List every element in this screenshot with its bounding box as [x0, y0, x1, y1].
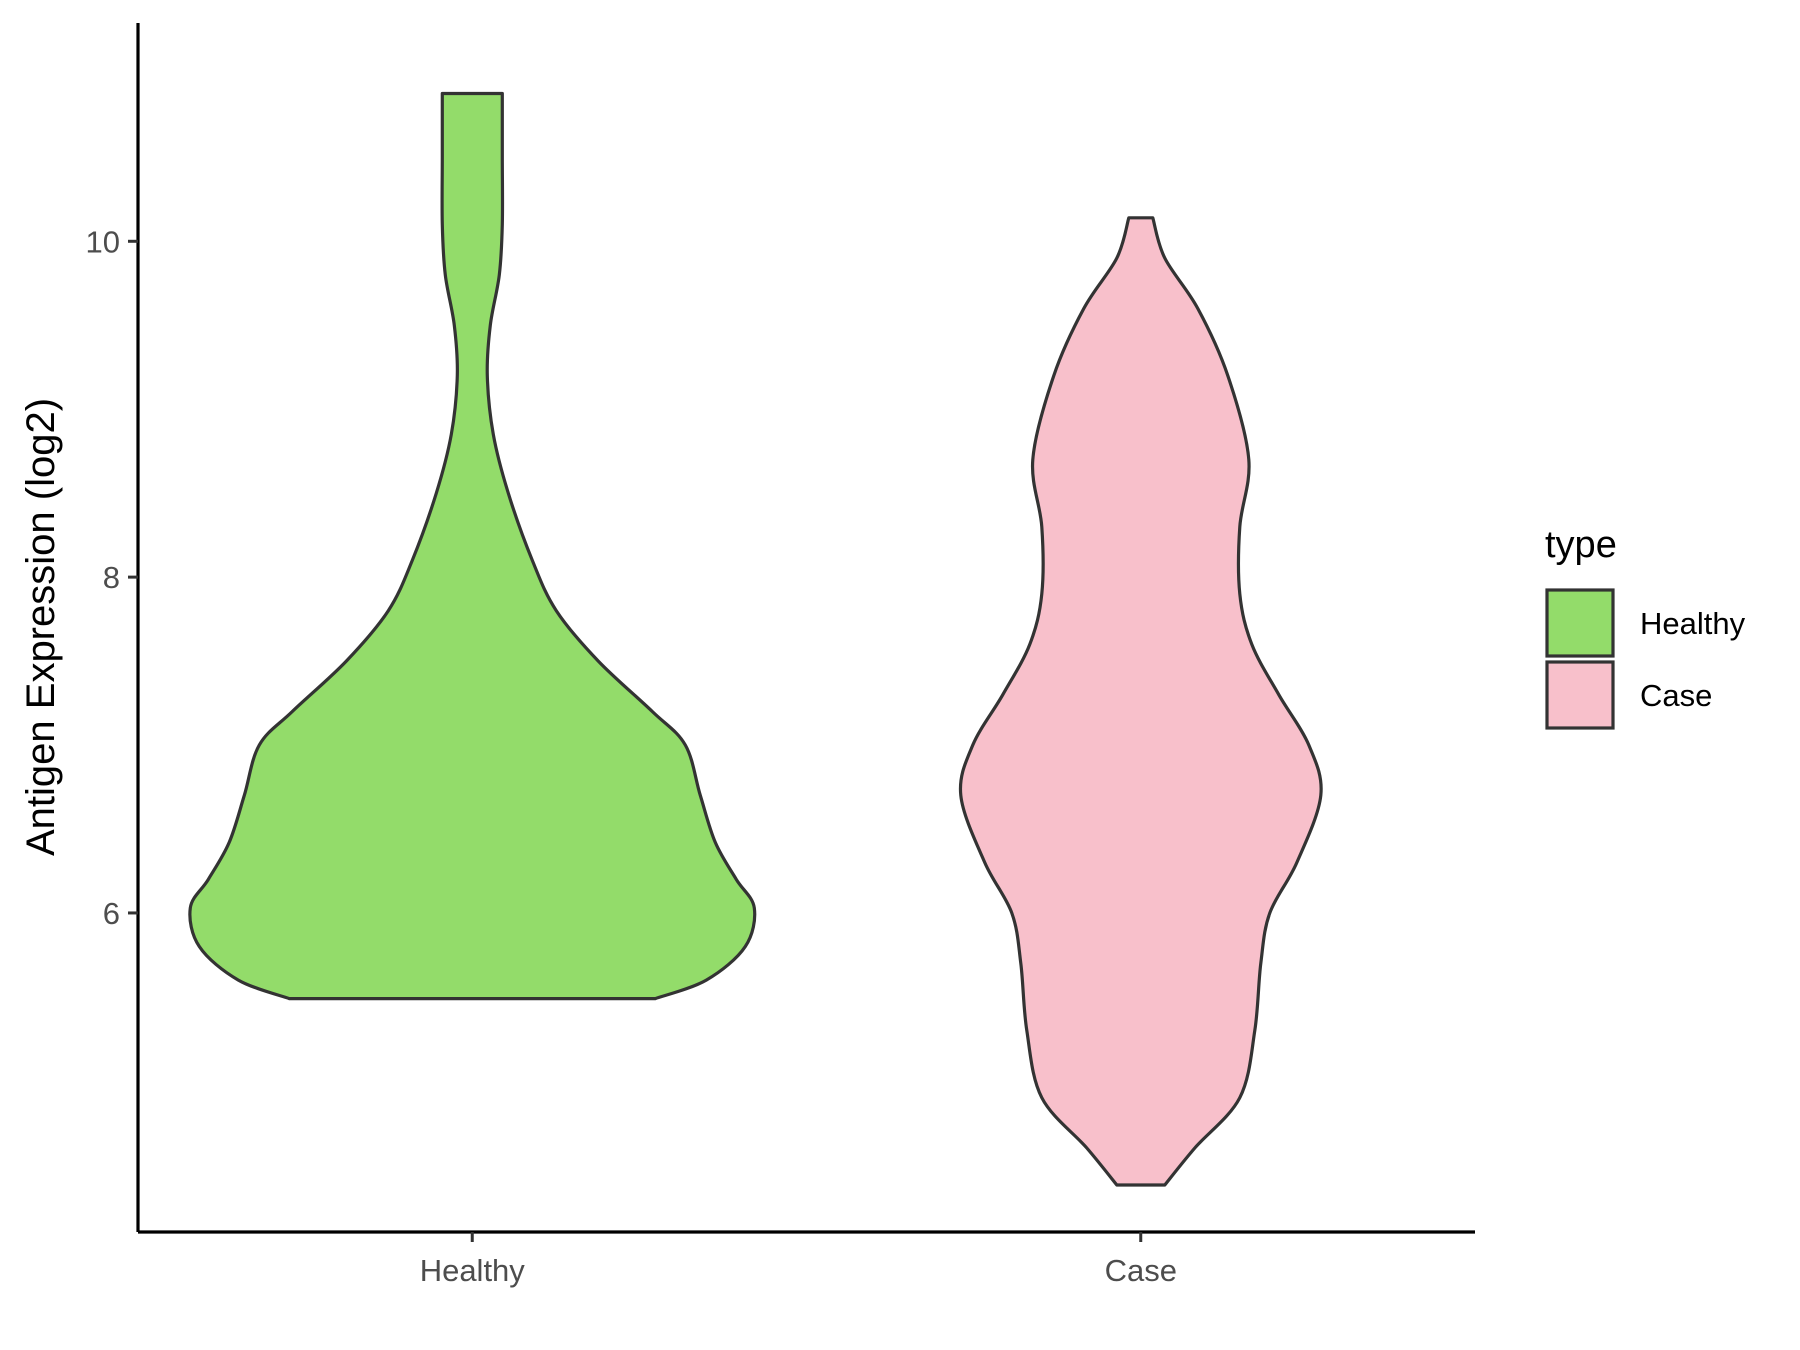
legend-key-case [1545, 660, 1615, 730]
legend-label-case: Case [1640, 678, 1712, 713]
x-tick-label: Healthy [420, 1253, 526, 1288]
y-axis-ticks: 6 8 10 [86, 224, 138, 931]
x-axis-ticks: Healthy Case [420, 1232, 1177, 1288]
violin-healthy [188, 91, 757, 1001]
violin-case [958, 216, 1323, 1187]
y-tick-label: 10 [86, 224, 120, 259]
legend-title: type [1545, 524, 1617, 566]
legend-label-healthy: Healthy [1640, 606, 1746, 641]
y-tick-label: 6 [103, 896, 120, 931]
legend-key-healthy [1545, 588, 1615, 658]
y-tick-label: 8 [103, 560, 120, 595]
legend: Healthy Case [1545, 588, 1746, 730]
x-tick-label: Case [1105, 1253, 1177, 1288]
violin-layer [188, 91, 1323, 1187]
y-axis-title: Antigen Expression (log2) [19, 398, 63, 856]
